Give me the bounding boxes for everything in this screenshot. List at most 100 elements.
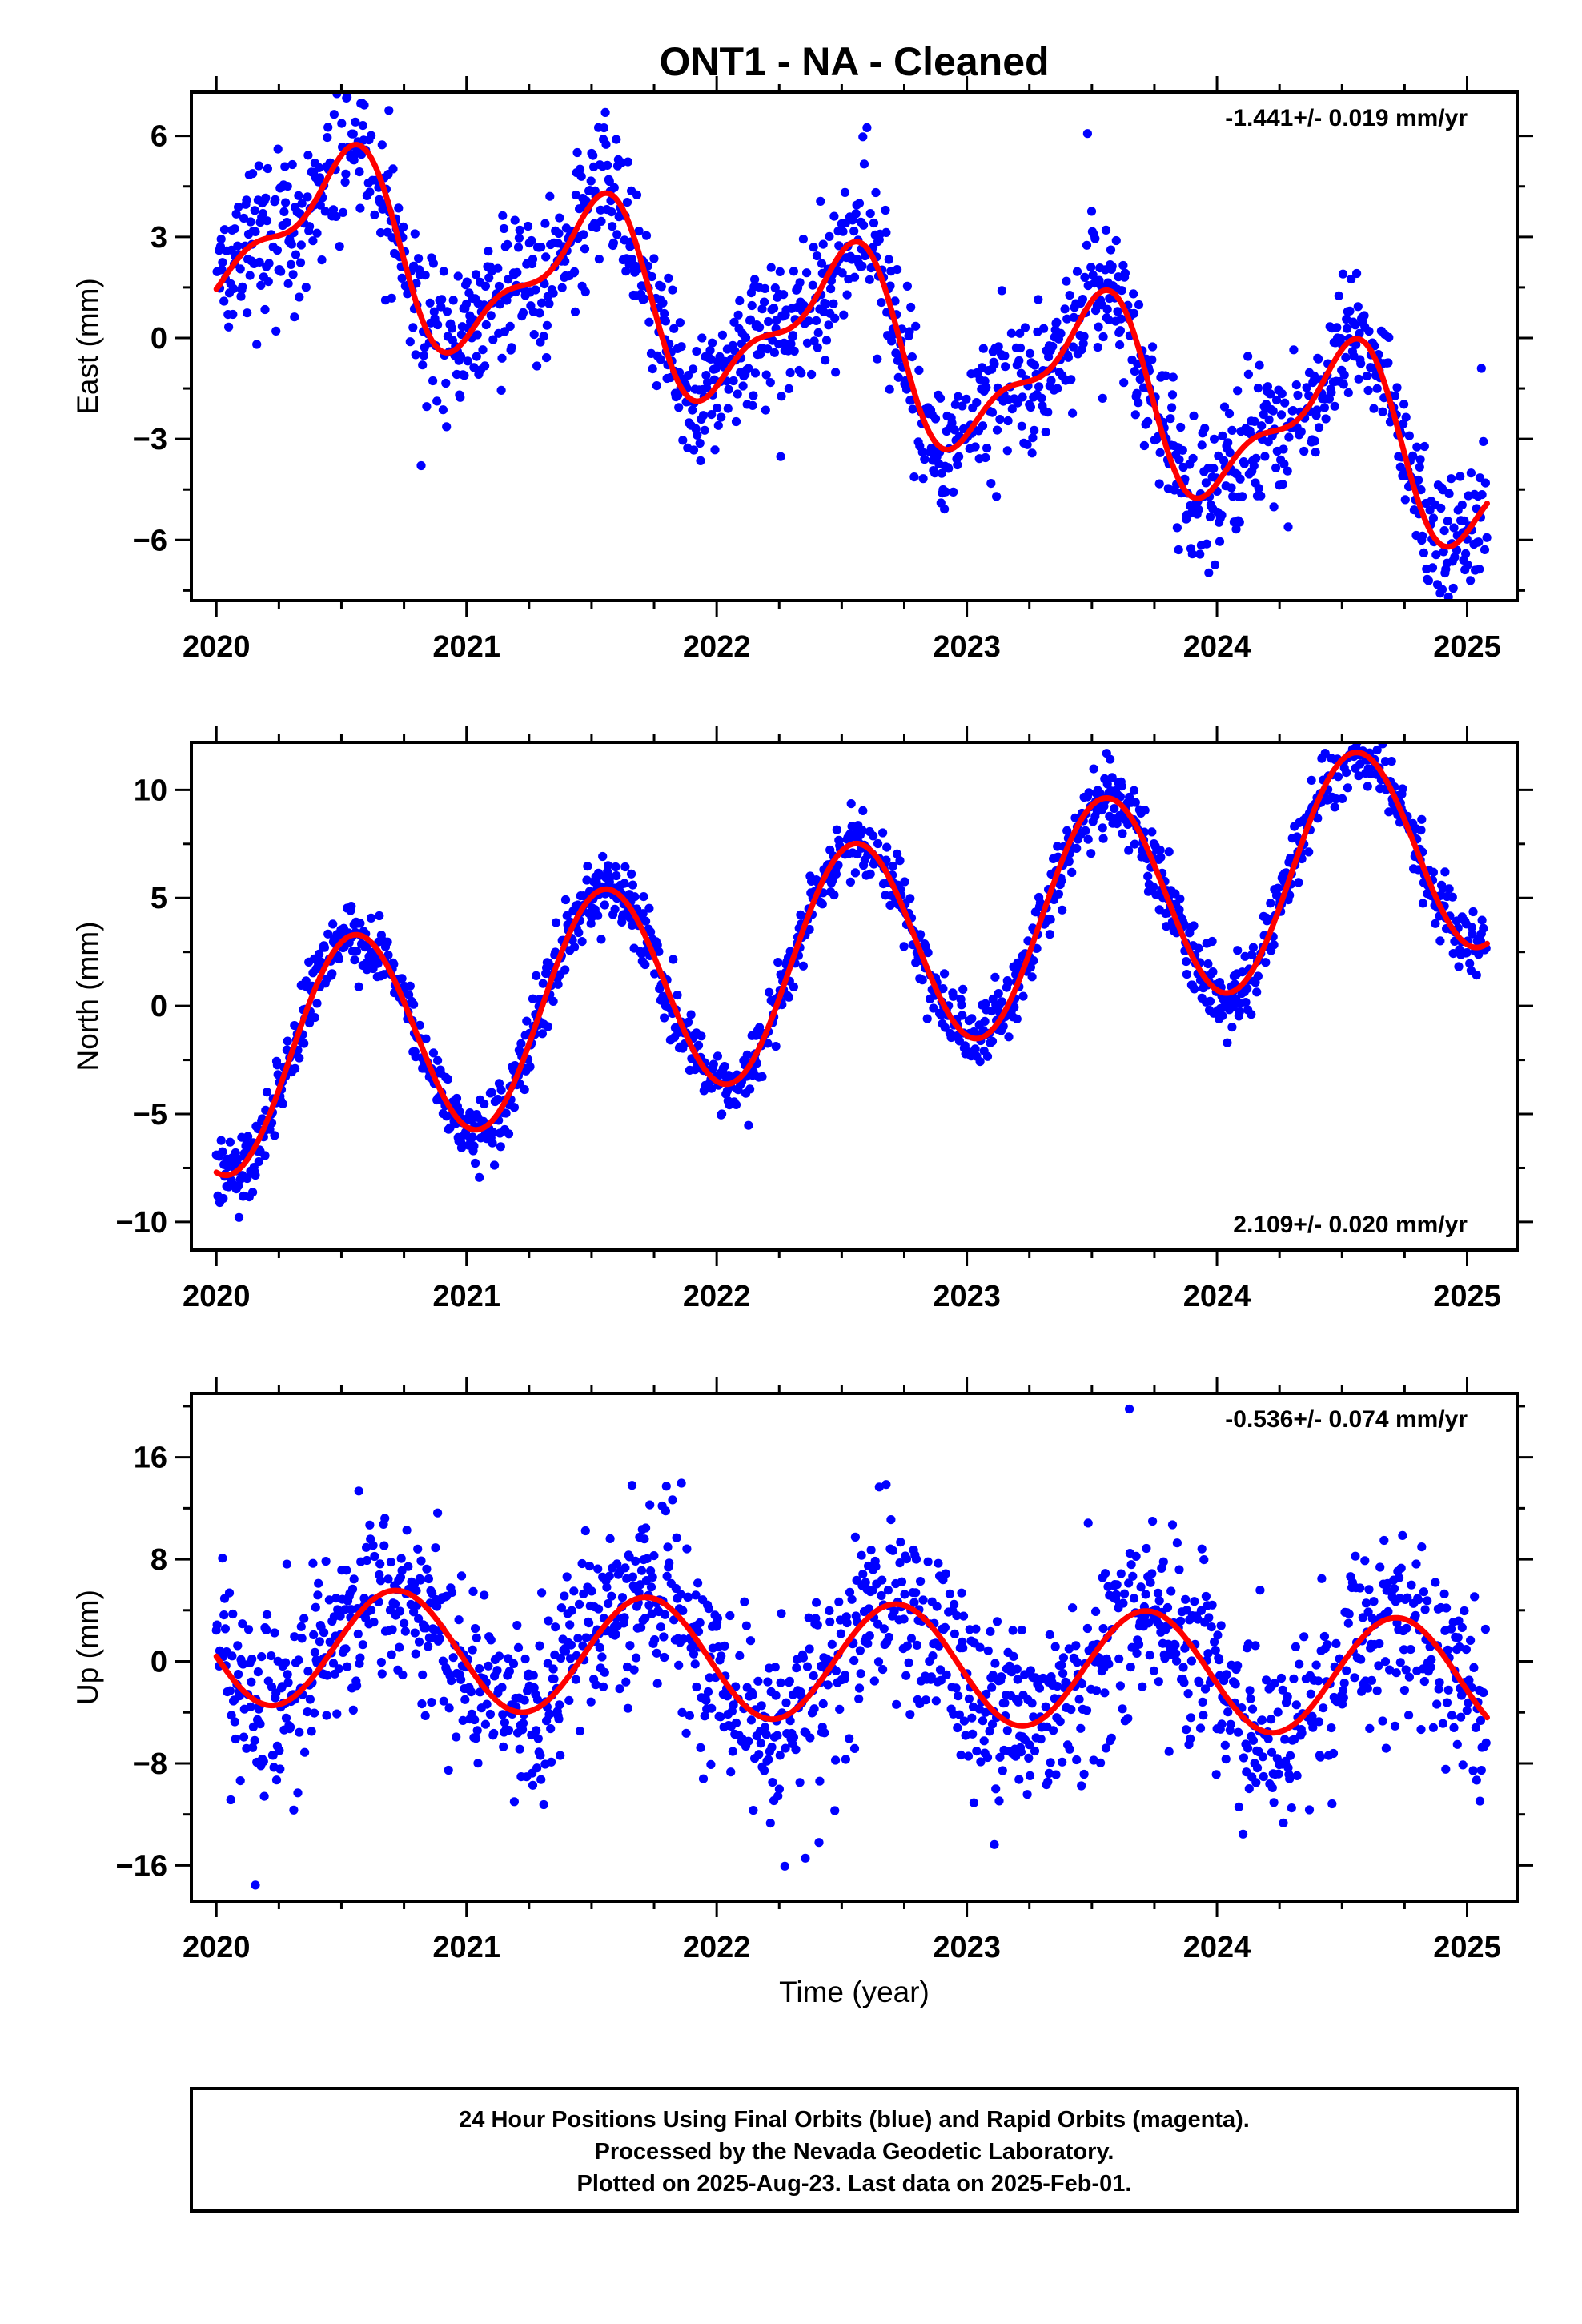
data-point xyxy=(312,228,322,238)
data-point xyxy=(1297,1728,1307,1738)
data-point xyxy=(1443,517,1452,526)
data-point xyxy=(480,1590,489,1600)
data-point xyxy=(1027,1699,1037,1708)
data-point xyxy=(335,1611,345,1621)
data-point xyxy=(856,1669,865,1679)
data-point xyxy=(536,1751,545,1760)
data-point xyxy=(1401,1665,1411,1675)
data-point xyxy=(871,1562,881,1571)
data-point xyxy=(659,1632,669,1642)
y-tick-label: −5 xyxy=(133,1098,167,1132)
data-point xyxy=(432,1602,442,1611)
data-point xyxy=(1479,436,1488,447)
data-point xyxy=(583,862,592,871)
data-point xyxy=(926,1672,936,1682)
data-point xyxy=(639,892,648,902)
data-point xyxy=(1016,368,1026,378)
footer-line-2: Processed by the Nevada Geodetic Laborat… xyxy=(595,2139,1114,2165)
data-point xyxy=(698,411,709,420)
data-point xyxy=(706,1759,716,1769)
data-point xyxy=(873,1619,883,1629)
data-point xyxy=(1372,745,1382,755)
data-point xyxy=(940,505,950,514)
data-point xyxy=(567,1606,576,1615)
data-point xyxy=(1308,1723,1318,1732)
data-point xyxy=(1154,1596,1164,1606)
data-point xyxy=(708,338,717,348)
data-point xyxy=(1467,923,1476,932)
data-point xyxy=(1452,545,1462,555)
data-point xyxy=(510,215,520,225)
data-point xyxy=(950,400,960,409)
data-point xyxy=(703,1687,713,1697)
data-point xyxy=(1072,1658,1082,1667)
data-point xyxy=(608,238,619,247)
data-point xyxy=(1263,382,1272,392)
data-point xyxy=(251,1170,260,1180)
data-point xyxy=(760,1766,769,1775)
data-point xyxy=(1101,1569,1110,1578)
data-point xyxy=(352,947,362,956)
model-line xyxy=(213,1587,1490,1736)
data-point xyxy=(295,1053,304,1063)
data-point xyxy=(805,924,814,935)
data-point xyxy=(953,1723,962,1733)
data-point xyxy=(1134,1639,1144,1649)
data-point xyxy=(975,1642,985,1652)
data-point xyxy=(453,271,463,281)
data-point xyxy=(773,1791,783,1801)
data-point xyxy=(1176,1616,1186,1626)
data-point xyxy=(1215,1655,1224,1665)
data-point xyxy=(995,1752,1005,1762)
data-point xyxy=(560,1591,569,1601)
data-point xyxy=(858,806,868,816)
data-point xyxy=(917,975,927,985)
data-point xyxy=(1227,425,1237,436)
data-point xyxy=(498,1710,508,1719)
data-point xyxy=(323,1671,332,1680)
data-point xyxy=(1201,1591,1211,1602)
data-point xyxy=(1267,1747,1277,1757)
data-point xyxy=(1426,1663,1435,1672)
data-point xyxy=(1094,1653,1104,1663)
data-point xyxy=(416,1575,425,1585)
data-point xyxy=(1416,1725,1426,1735)
data-point xyxy=(1046,1758,1055,1767)
rate-annotation: -1.441+/- 0.019 mm/yr xyxy=(1225,105,1468,131)
data-point xyxy=(757,304,767,314)
data-point xyxy=(1068,408,1078,418)
data-point xyxy=(328,205,339,215)
data-point xyxy=(278,1099,287,1108)
data-point xyxy=(665,1558,674,1568)
data-point xyxy=(396,1554,406,1563)
data-point xyxy=(834,241,844,251)
data-point xyxy=(1463,560,1472,569)
data-point xyxy=(1015,343,1026,353)
data-point xyxy=(877,1590,886,1601)
data-point xyxy=(620,1613,629,1622)
data-point xyxy=(1049,1726,1058,1735)
data-point xyxy=(475,1664,484,1674)
data-point xyxy=(243,308,252,318)
data-point xyxy=(1046,376,1056,385)
data-point xyxy=(831,1666,841,1675)
data-point xyxy=(1440,867,1450,877)
data-point xyxy=(1339,380,1348,389)
data-point xyxy=(645,1500,655,1510)
data-point xyxy=(805,1644,814,1654)
data-point xyxy=(518,1719,528,1728)
data-point xyxy=(1120,1589,1130,1598)
data-point xyxy=(934,1558,943,1568)
data-point xyxy=(262,216,272,226)
data-point xyxy=(978,344,988,353)
data-point xyxy=(901,1554,912,1564)
data-point xyxy=(296,1622,306,1631)
data-point xyxy=(247,1677,256,1687)
data-point xyxy=(677,1478,686,1488)
data-point xyxy=(452,1732,461,1742)
data-point xyxy=(488,335,498,344)
plot-frame xyxy=(190,90,1519,602)
data-point xyxy=(1288,405,1298,416)
data-point xyxy=(537,1588,547,1598)
data-point xyxy=(1477,490,1487,500)
